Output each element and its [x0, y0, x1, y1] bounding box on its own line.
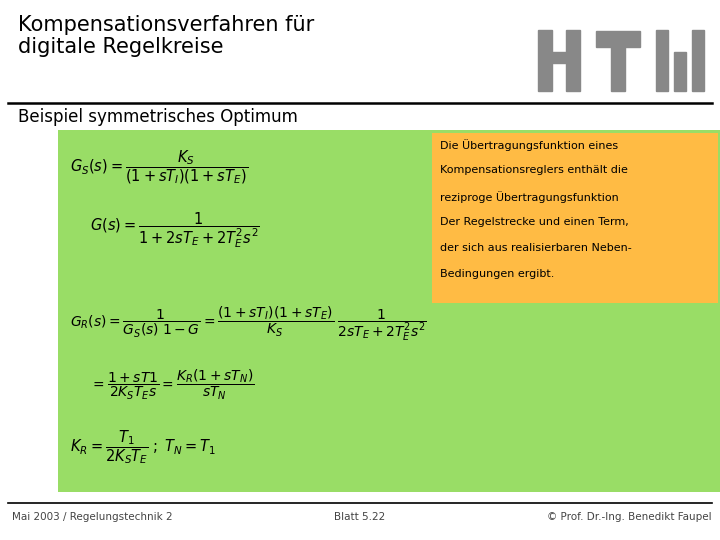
Text: reziproge Übertragungsfunktion: reziproge Übertragungsfunktion — [440, 191, 618, 203]
Text: der sich aus realisierbaren Neben-: der sich aus realisierbaren Neben- — [440, 243, 631, 253]
Text: Kompensationsreglers enthält die: Kompensationsreglers enthält die — [440, 165, 628, 175]
Bar — [596, 31, 640, 47]
Bar — [566, 30, 580, 91]
Bar — [611, 47, 625, 91]
Bar — [674, 51, 686, 91]
Text: $G_S(s) = \dfrac{K_S}{(1+sT_I)(1+sT_E)}$: $G_S(s) = \dfrac{K_S}{(1+sT_I)(1+sT_E)}$ — [70, 148, 248, 186]
Text: © Prof. Dr.-Ing. Benedikt Faupel: © Prof. Dr.-Ing. Benedikt Faupel — [547, 512, 712, 522]
Text: digitale Regelkreise: digitale Regelkreise — [18, 37, 223, 57]
Text: $G_R(s) = \dfrac{1}{G_S(s)\;1-G} = \dfrac{(1+sT_I)(1+sT_E)}{K_S}\;\dfrac{1}{2sT_: $G_R(s) = \dfrac{1}{G_S(s)\;1-G} = \dfra… — [70, 305, 427, 343]
Bar — [432, 133, 718, 303]
Text: Bedingungen ergibt.: Bedingungen ergibt. — [440, 269, 554, 279]
Text: Kompensationsverfahren für: Kompensationsverfahren für — [18, 15, 314, 35]
Bar — [58, 130, 720, 492]
Text: Beispiel symmetrisches Optimum: Beispiel symmetrisches Optimum — [18, 108, 298, 126]
Bar — [538, 30, 552, 91]
Bar — [552, 52, 566, 63]
Text: Der Regelstrecke und einen Term,: Der Regelstrecke und einen Term, — [440, 217, 629, 227]
Text: Blatt 5.22: Blatt 5.22 — [334, 512, 386, 522]
Text: $G(s) = \dfrac{1}{1+2sT_E+2T_E^2s^2}$: $G(s) = \dfrac{1}{1+2sT_E+2T_E^2s^2}$ — [90, 210, 260, 250]
Text: Mai 2003 / Regelungstechnik 2: Mai 2003 / Regelungstechnik 2 — [12, 512, 173, 522]
Bar — [692, 30, 704, 91]
Text: $K_R = \dfrac{T_1}{2K_ST_E}\;;\;T_N = T_1$: $K_R = \dfrac{T_1}{2K_ST_E}\;;\;T_N = T_… — [70, 428, 216, 466]
Text: Die Übertragungsfunktion eines: Die Übertragungsfunktion eines — [440, 139, 618, 151]
Bar — [656, 30, 668, 91]
Text: $= \dfrac{1+sT1}{2K_ST_Es} = \dfrac{K_R(1+sT_N)}{sT_N}$: $= \dfrac{1+sT1}{2K_ST_Es} = \dfrac{K_R(… — [90, 368, 254, 402]
